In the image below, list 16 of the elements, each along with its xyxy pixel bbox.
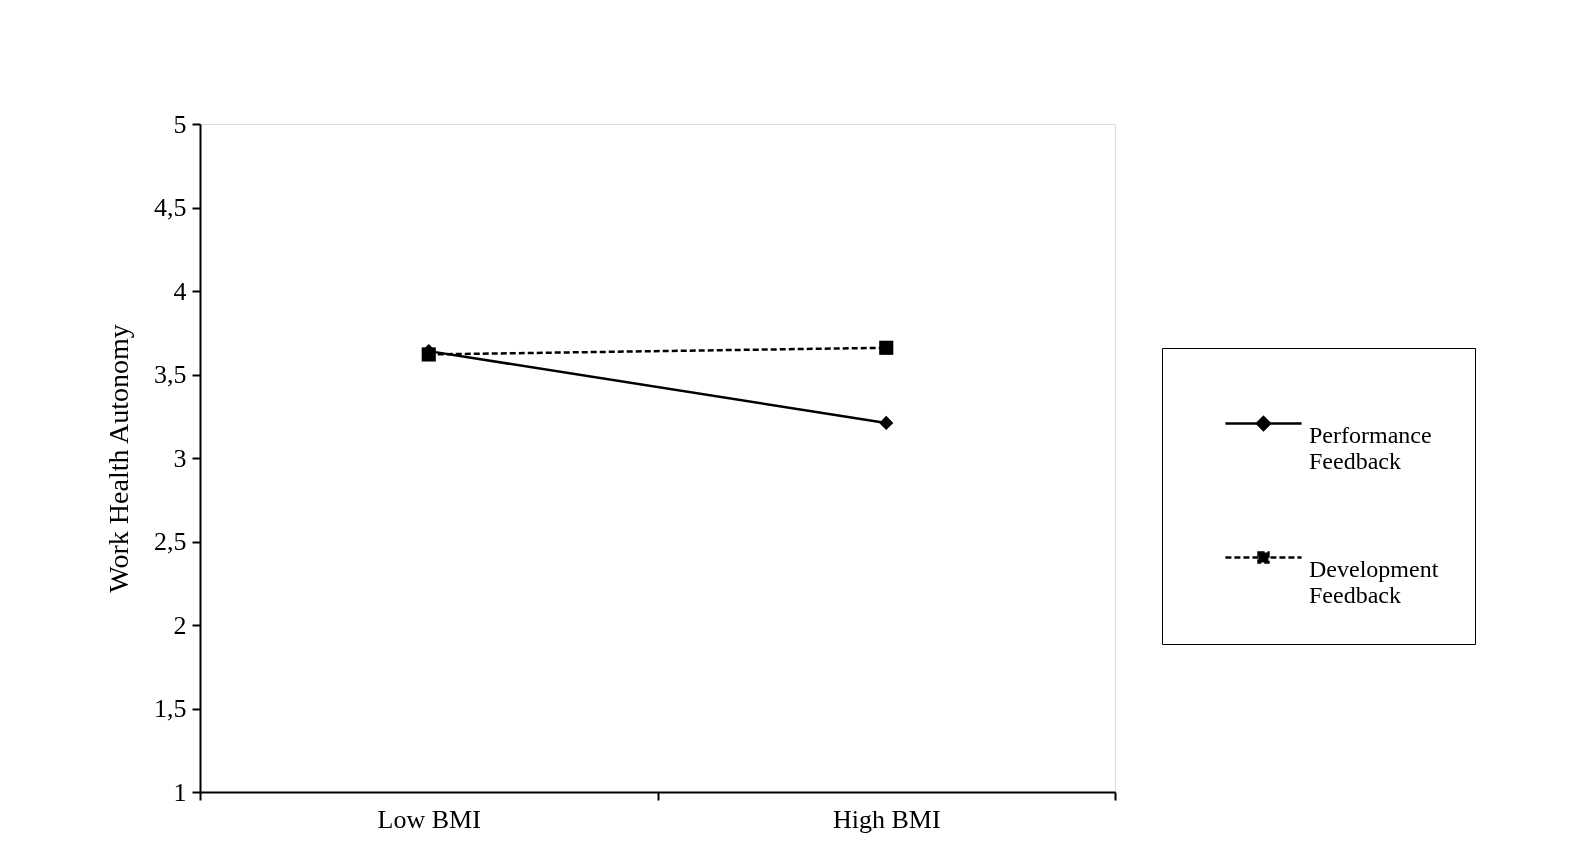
y-tick-label: 2,5 xyxy=(154,527,187,556)
y-tick-label: 2 xyxy=(173,610,187,640)
legend-label: Performance Feedback xyxy=(1309,421,1432,474)
y-tick-label: 4,5 xyxy=(154,193,187,222)
y-tick-label: 4 xyxy=(173,276,187,306)
y-tick-label: 3 xyxy=(173,443,187,473)
point xyxy=(879,415,894,430)
y-tick-label: 1,5 xyxy=(154,694,187,723)
y-tick-label: 5 xyxy=(173,109,187,139)
x-tick-label: Low BMI xyxy=(377,804,481,834)
y-tick-label: 3,5 xyxy=(154,360,187,389)
y-axis-title: Work Health Autonomy xyxy=(103,324,134,593)
point xyxy=(879,340,894,355)
y-tick-label: 1 xyxy=(173,777,187,807)
legend-label: Development Feedback xyxy=(1309,555,1439,608)
x-tick-label: High BMI xyxy=(832,804,941,834)
